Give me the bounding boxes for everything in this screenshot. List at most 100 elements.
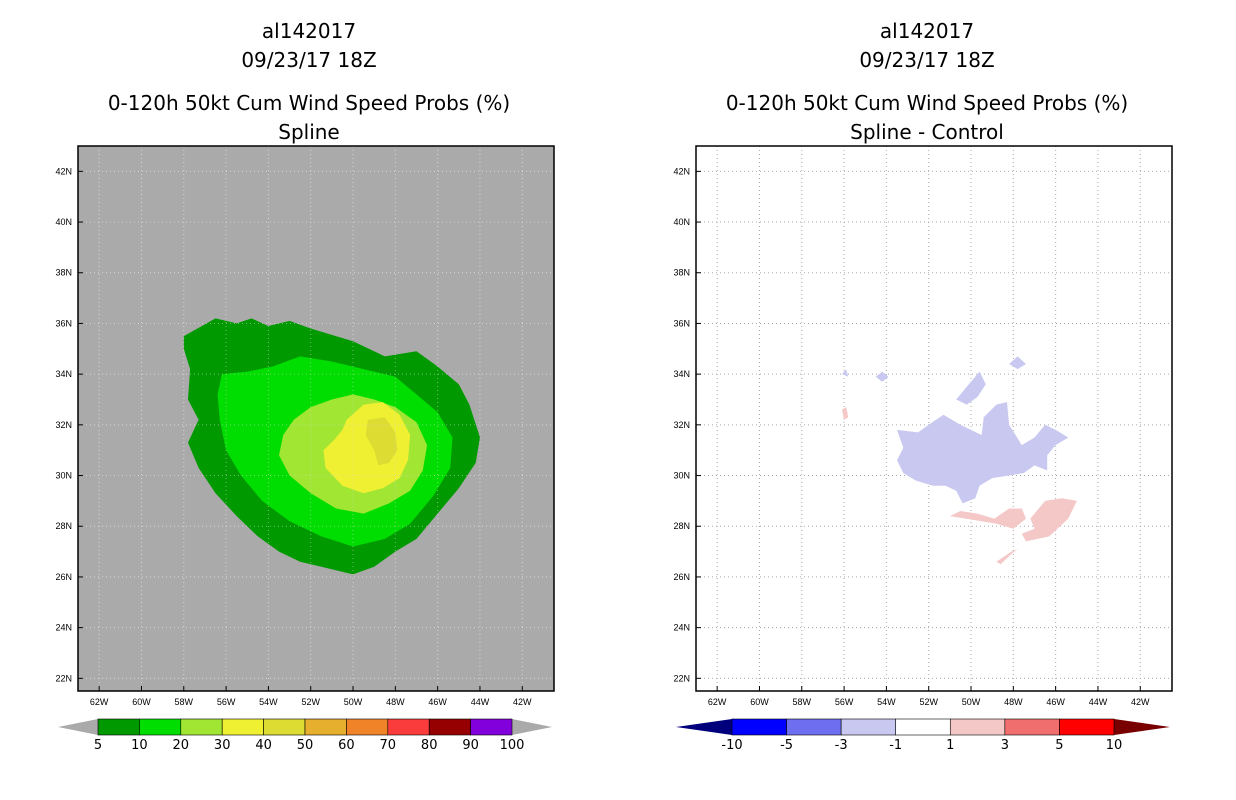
right-colorbar-label-5: 3 — [1001, 738, 1009, 753]
left-colorbar-label-6: 60 — [338, 738, 355, 753]
left-colorbar-box-6 — [346, 718, 389, 736]
left-xtick-label-4: 54W — [259, 697, 278, 707]
right-ytick-label-2: 38N — [673, 268, 690, 278]
left-xtick-label-3: 56W — [217, 697, 236, 707]
right-xtick-label-5: 52W — [919, 697, 938, 707]
right-colorbar-box-1 — [786, 718, 842, 736]
right-xtick-label-1: 60W — [750, 697, 769, 707]
left-ytick-label-3: 36N — [55, 318, 72, 328]
right-xtick-label-9: 44W — [1089, 697, 1108, 707]
left-ytick-label-9: 24N — [55, 623, 72, 633]
right-xtick-label-10: 42W — [1131, 697, 1150, 707]
right-ytick-label-1: 40N — [673, 217, 690, 227]
left-colorbar-label-2: 20 — [173, 738, 190, 753]
left-colorbar-box-4 — [263, 718, 306, 736]
right-contours — [842, 356, 1077, 565]
right-colorbar-label-2: -3 — [835, 738, 848, 753]
left-ytick-label-0: 42N — [55, 166, 72, 176]
left-ytick-label-4: 34N — [55, 369, 72, 379]
right-xtick-label-3: 56W — [835, 697, 854, 707]
left-title-line-2: 09/23/17 18Z — [241, 48, 376, 72]
right-xtick-label-6: 50W — [962, 697, 981, 707]
left-colorbar-label-3: 30 — [214, 738, 231, 753]
right-colorbar-box-5 — [1004, 718, 1060, 736]
left-colorbar-box-5 — [304, 718, 347, 736]
left-colorbar-below-triangle — [58, 719, 98, 735]
right-title-line-3: 0-120h 50kt Cum Wind Speed Probs (%) — [726, 91, 1128, 115]
left-title-line-1: al142017 — [262, 19, 356, 43]
right-xtick-label-4: 54W — [877, 697, 896, 707]
right-title-line-1: al142017 — [880, 19, 974, 43]
left-contour-region-4 — [365, 417, 398, 466]
right-xtick-label-0: 62W — [708, 697, 727, 707]
right-plot-background — [696, 146, 1172, 691]
right-xtick-label-8: 46W — [1046, 697, 1065, 707]
left-plot-frame — [77, 145, 555, 692]
right-ytick-label-8: 26N — [673, 572, 690, 582]
left-ytick-label-2: 38N — [55, 268, 72, 278]
left-grid-overlay — [78, 146, 554, 691]
left-xtick-label-8: 46W — [428, 697, 447, 707]
right-ytick-label-6: 30N — [673, 471, 690, 481]
left-colorbar-box-1 — [139, 718, 182, 736]
left-colorbar-label-8: 80 — [421, 738, 438, 753]
left-ytick-label-10: 22N — [55, 673, 72, 683]
left-colorbar-above-triangle — [512, 719, 552, 735]
left-colorbar-box-0 — [97, 718, 140, 736]
left-colorbar-label-7: 70 — [380, 738, 397, 753]
left-colorbar-box-8 — [428, 718, 471, 736]
right-title-line-2: 09/23/17 18Z — [859, 48, 994, 72]
left-colorbar: 5 10 20 30 40 50 60 70 80 90 100 — [58, 718, 552, 753]
left-colorbar-box-3 — [221, 718, 264, 736]
left-xtick-label-5: 52W — [301, 697, 320, 707]
right-colorbar-label-4: 1 — [946, 738, 954, 753]
left-xtick-label-9: 44W — [471, 697, 490, 707]
right-contour-region-5 — [1021, 498, 1077, 542]
right-colorbar-box-4 — [949, 718, 1006, 736]
left-colorbar-label-1: 10 — [131, 738, 148, 753]
right-ytick-label-3: 36N — [673, 318, 690, 328]
left-colorbar-label-4: 40 — [255, 738, 272, 753]
right-colorbar-box-0 — [731, 718, 787, 736]
right-panel: al142017 09/23/17 18Z 0-120h 50kt Cum Wind… — [673, 19, 1173, 753]
right-contour-region-2 — [1009, 356, 1026, 370]
left-title-line-3: 0-120h 50kt Cum Wind Speed Probs (%) — [108, 91, 510, 115]
right-ytick-label-7: 28N — [673, 521, 690, 531]
left-ytick-label-7: 28N — [55, 521, 72, 531]
left-xtick-label-7: 48W — [386, 697, 405, 707]
left-xtick-label-0: 62W — [90, 697, 109, 707]
left-colorbar-box-9 — [470, 718, 513, 736]
right-ytick-label-5: 32N — [673, 420, 690, 430]
left-ytick-label-5: 32N — [55, 420, 72, 430]
left-ytick-label-1: 40N — [55, 217, 72, 227]
left-colorbar-label-9: 90 — [462, 738, 479, 753]
right-contour-region-3 — [875, 371, 889, 382]
right-contour-region-8 — [842, 407, 849, 420]
left-colorbar-box-2 — [180, 718, 223, 736]
right-colorbar-box-3 — [895, 718, 951, 736]
right-title-line-4: Spline - Control — [850, 120, 1004, 144]
left-xtick-label-1: 60W — [132, 697, 151, 707]
left-xtick-label-6: 50W — [344, 697, 363, 707]
left-xtick-label-2: 58W — [175, 697, 194, 707]
right-colorbar-label-3: -1 — [889, 738, 902, 753]
right-ytick-label-0: 42N — [673, 166, 690, 176]
right-plot-frame — [695, 145, 1173, 692]
left-panel: al142017 09/23/17 18Z 0-120h 50kt Cum Wind… — [55, 19, 555, 753]
left-ytick-label-6: 30N — [55, 471, 72, 481]
right-colorbar-box-6 — [1059, 718, 1115, 736]
right-contour-region-0 — [897, 402, 1069, 504]
right-ytick-label-10: 22N — [673, 673, 690, 683]
right-contour-region-1 — [956, 371, 986, 405]
right-ytick-label-4: 34N — [673, 369, 690, 379]
left-ytick-label-8: 26N — [55, 572, 72, 582]
left-colorbar-box-7 — [387, 718, 430, 736]
right-contour-region-7 — [996, 549, 1018, 565]
right-colorbar-above-triangle — [1114, 719, 1170, 735]
left-xtick-label-10: 42W — [513, 697, 532, 707]
right-colorbar-label-1: -5 — [780, 738, 793, 753]
right-contour-region-4 — [842, 369, 849, 377]
left-title-line-4: Spline — [278, 120, 339, 144]
right-colorbar-label-0: -10 — [721, 738, 742, 753]
left-colorbar-label-10: 100 — [500, 738, 525, 753]
